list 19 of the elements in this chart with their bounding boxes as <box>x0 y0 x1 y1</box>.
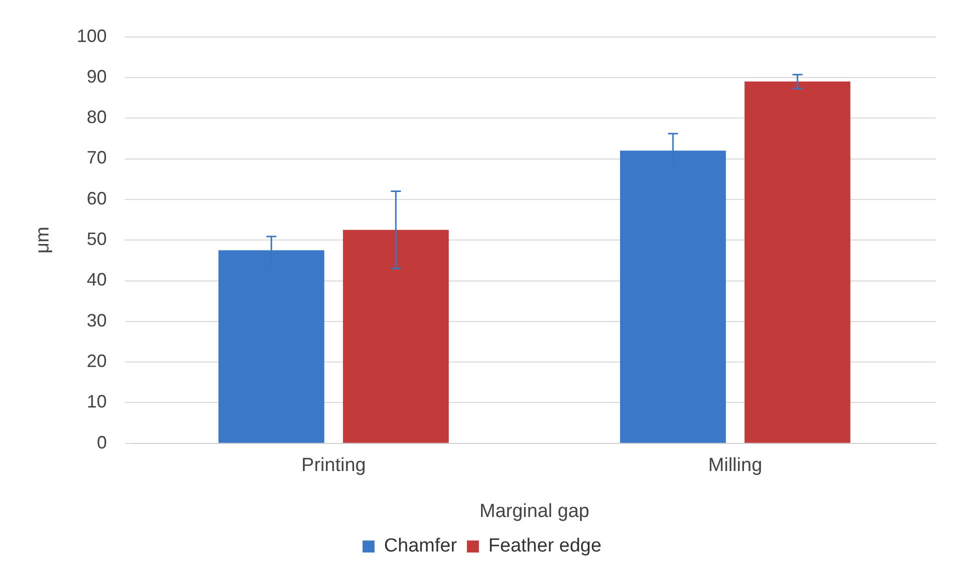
bar <box>744 82 850 443</box>
y-tick-label: 10 <box>86 392 107 412</box>
legend-label: Feather edge <box>488 536 602 557</box>
y-tick-label: 0 <box>96 432 107 452</box>
y-tick-label: 90 <box>86 66 107 86</box>
y-tick-label: 80 <box>86 107 107 128</box>
legend-label: Chamfer <box>384 536 458 557</box>
y-tick-label: 70 <box>86 148 107 168</box>
y-axis-title: μm <box>32 226 54 254</box>
x-axis-title: Marginal gap <box>479 500 590 522</box>
x-tick-label: Printing <box>301 455 366 476</box>
y-tick-label: 100 <box>76 26 107 46</box>
x-tick-label: Milling <box>708 455 762 476</box>
y-tick-label: 60 <box>86 188 107 208</box>
y-tick-label: 50 <box>86 229 107 250</box>
y-tick-label: 20 <box>86 351 107 372</box>
y-tick-label: 30 <box>86 310 107 330</box>
y-tick-label: 40 <box>86 270 107 290</box>
bar <box>342 230 449 443</box>
